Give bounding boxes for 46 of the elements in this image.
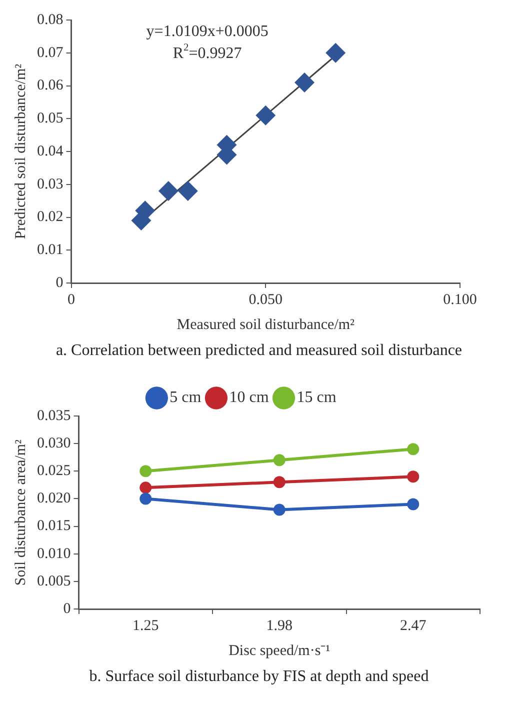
- point: [407, 498, 420, 510]
- y-axis-title: Predicted soil disturbance/m²: [12, 63, 29, 240]
- point: [326, 42, 346, 63]
- point: [273, 454, 286, 466]
- y-tick-label: 0.06: [37, 78, 64, 94]
- x-tick-label: 0.050: [248, 292, 282, 308]
- point: [407, 443, 420, 456]
- y-tick-label: 0: [56, 274, 64, 291]
- annotation: y=1.0109x+0.0005: [146, 23, 268, 40]
- point: [140, 482, 152, 494]
- x-tick-label: 1.98: [266, 618, 292, 634]
- text: b. Surface soil disturbance by FIS at depth and speed: [88, 668, 430, 686]
- x-axis-title: Disc speed/m·s⁻¹: [228, 642, 330, 659]
- legend-label: 5 cm: [170, 389, 202, 406]
- y-tick-label: 0.025: [37, 463, 71, 480]
- legend-label: 10 cm: [229, 389, 270, 406]
- point: [178, 180, 198, 201]
- point: [273, 504, 286, 516]
- point: [273, 476, 286, 488]
- y-tick-label: 0.035: [37, 408, 71, 424]
- y-tick-label: 0.04: [37, 143, 64, 160]
- y-tick-label: 0.005: [37, 573, 71, 590]
- point: [140, 465, 152, 478]
- y-tick-label: 0.010: [37, 546, 71, 562]
- x-tick-label: 1.25: [132, 618, 159, 634]
- y-tick-label: 0.01: [37, 242, 64, 258]
- x-tick-label: 2.47: [400, 618, 427, 634]
- y-axis-title: Soil disturbance area/m²: [12, 438, 29, 586]
- point: [407, 470, 420, 483]
- y-tick-label: 0.03: [37, 176, 64, 192]
- y-tick-label: 0.02: [37, 209, 64, 226]
- y-tick-label: 0.05: [37, 110, 64, 127]
- point: [158, 180, 178, 201]
- y-tick-label: 0.08: [37, 12, 64, 28]
- y-tick-label: 0.015: [37, 518, 71, 534]
- x-axis-title: Measured soil disturbance/m²: [176, 316, 356, 333]
- y-tick-label: 0: [63, 600, 71, 617]
- y-tick-label: 0.07: [37, 44, 64, 61]
- point: [140, 492, 152, 505]
- y-tick-label: 0.030: [37, 436, 71, 452]
- point: [256, 105, 276, 126]
- legend-label: 15 cm: [296, 389, 337, 406]
- y-tick-label: 0.020: [37, 490, 71, 507]
- point: [294, 72, 314, 92]
- x-tick-label: 0.100: [443, 292, 477, 308]
- text: a. Correlation between predicted and measured soil disturbance: [54, 342, 464, 360]
